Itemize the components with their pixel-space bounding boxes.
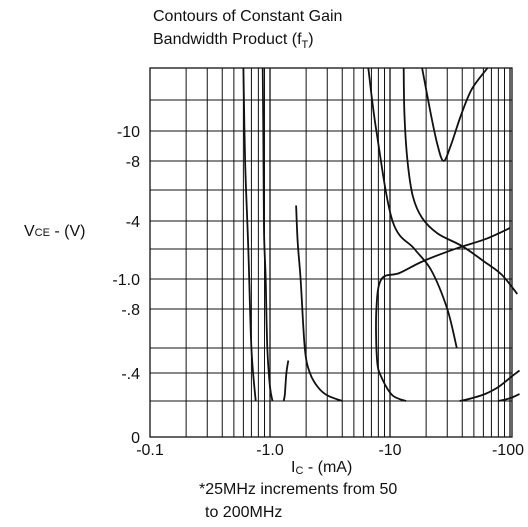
x-tick-label-2: -10 bbox=[378, 442, 401, 459]
contour-curve-6 bbox=[402, 67, 519, 295]
chart-title-line2-main: Bandwidth Product (f bbox=[153, 31, 302, 48]
chart-title-subscript: T bbox=[301, 39, 309, 52]
y-tick-label-6: -10 bbox=[117, 124, 140, 141]
contour-curve-3 bbox=[295, 205, 343, 402]
contour-curve-1 bbox=[261, 67, 274, 402]
chart-title-line1: Contours of Constant Gain bbox=[153, 8, 343, 25]
chart-title-line2: Bandwidth Product (fT) bbox=[153, 30, 314, 55]
y-tick-label-1: -.4 bbox=[121, 366, 140, 383]
y-tick-label-0: 0 bbox=[131, 430, 140, 447]
tick-labels: 0 -.4 -.8 -1.0 -4 -8 -10 -0.1 -1.0 -10 -100 bbox=[112, 124, 524, 459]
y-tick-label-4: -4 bbox=[126, 214, 140, 231]
contour-curves bbox=[242, 67, 521, 402]
y-tick-label-5: -8 bbox=[126, 154, 140, 171]
x-axis-label: IC - (mA) bbox=[291, 459, 352, 477]
contour-curve-2 bbox=[282, 360, 290, 402]
plot-frame bbox=[149, 67, 513, 438]
footnote-line2: to 200MHz bbox=[205, 504, 283, 521]
x-tick-label-0: -0.1 bbox=[136, 442, 164, 459]
x-tick-label-1: -1.0 bbox=[256, 442, 284, 459]
grid bbox=[149, 67, 513, 438]
footnote-line1: *25MHz increments from 50 bbox=[199, 481, 398, 498]
chart-title-line2-end: ) bbox=[308, 31, 314, 48]
x-tick-label-3: -100 bbox=[492, 442, 524, 459]
y-tick-label-3: -1.0 bbox=[112, 272, 140, 289]
chart-svg: 0 -.4 -.8 -1.0 -4 -8 -10 -0.1 -1.0 -10 -100 VCE - … bbox=[24, 67, 524, 477]
contour-curve-5 bbox=[375, 227, 511, 402]
contour-curve-4 bbox=[367, 67, 458, 349]
contour-curve-8 bbox=[459, 369, 521, 402]
y-tick-label-2: -.8 bbox=[121, 302, 140, 319]
y-axis-label: VCE - (V) bbox=[24, 223, 86, 240]
contour-curve-9 bbox=[498, 393, 520, 402]
contour-curve-7 bbox=[421, 67, 489, 162]
contour-curve-0 bbox=[242, 67, 257, 402]
